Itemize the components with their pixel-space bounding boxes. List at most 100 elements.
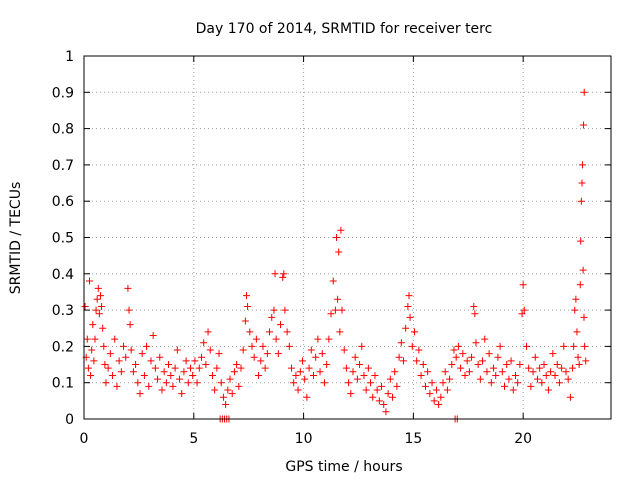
data-point — [248, 342, 256, 350]
data-point — [290, 379, 298, 387]
data-point — [334, 295, 342, 303]
data-point — [573, 328, 581, 336]
data-point — [490, 364, 498, 372]
data-point — [257, 357, 265, 365]
data-point — [579, 266, 587, 274]
data-point — [222, 400, 230, 408]
data-point — [496, 342, 504, 350]
data-point — [338, 306, 346, 314]
data-point — [571, 306, 579, 314]
y-tick-label: 0.7 — [52, 158, 74, 174]
data-point — [224, 386, 232, 394]
data-point — [353, 375, 361, 383]
data-point — [417, 371, 425, 379]
data-point — [533, 375, 541, 383]
data-point — [147, 357, 155, 365]
data-point — [327, 310, 335, 318]
data-point — [331, 306, 339, 314]
data-point — [582, 357, 590, 365]
data-point — [129, 368, 137, 376]
data-point — [335, 248, 343, 256]
data-point — [351, 353, 359, 361]
data-point — [197, 353, 205, 361]
data-point — [272, 335, 280, 343]
data-point — [393, 382, 401, 390]
data-point — [298, 357, 306, 365]
data-point — [270, 306, 278, 314]
data-point — [329, 277, 337, 285]
data-point — [228, 390, 236, 398]
plot-frame — [83, 55, 612, 420]
data-point — [189, 371, 197, 379]
data-point — [301, 375, 309, 383]
data-point — [215, 350, 223, 358]
data-point — [373, 386, 381, 394]
y-tick-label: 0 — [65, 412, 74, 428]
data-point — [360, 371, 368, 379]
data-point — [509, 386, 517, 394]
data-point — [511, 371, 519, 379]
data-point — [132, 361, 140, 369]
data-point — [176, 375, 184, 383]
data-point — [428, 379, 436, 387]
data-point — [386, 375, 394, 383]
data-point — [371, 371, 379, 379]
data-point — [279, 273, 287, 281]
data-point — [87, 371, 95, 379]
data-point — [323, 361, 331, 369]
data-point — [362, 386, 370, 394]
data-point — [162, 379, 170, 387]
data-point — [522, 342, 530, 350]
data-point — [200, 339, 208, 347]
data-point — [555, 379, 563, 387]
data-point — [356, 361, 364, 369]
y-tick-label: 0.8 — [52, 122, 74, 138]
data-point — [169, 382, 177, 390]
data-point — [217, 379, 225, 387]
data-point — [226, 375, 234, 383]
data-point — [242, 292, 250, 300]
data-point — [347, 390, 355, 398]
data-point — [90, 357, 98, 365]
data-point — [580, 313, 588, 321]
data-point — [233, 361, 241, 369]
data-point — [570, 342, 578, 350]
data-point — [84, 364, 92, 372]
data-point — [124, 284, 132, 292]
chart-title: Day 170 of 2014, SRMTID for receiver ter… — [196, 21, 493, 37]
data-point — [340, 346, 348, 354]
data-point — [378, 382, 386, 390]
data-point — [333, 234, 341, 241]
data-point — [572, 295, 580, 303]
data-point — [88, 346, 96, 354]
data-point — [115, 357, 123, 365]
data-point — [342, 364, 350, 372]
data-point — [109, 371, 117, 379]
data-point — [94, 284, 102, 292]
data-point — [241, 317, 249, 325]
data-point — [580, 88, 588, 96]
data-point — [274, 350, 282, 358]
data-point — [117, 368, 125, 376]
data-point — [404, 302, 412, 310]
data-point — [549, 350, 557, 358]
data-point — [102, 379, 110, 387]
data-point — [501, 382, 509, 390]
data-point — [551, 371, 559, 379]
data-point — [405, 292, 413, 300]
data-point — [81, 302, 89, 310]
data-point — [369, 393, 377, 401]
data-point — [465, 368, 473, 376]
data-point — [325, 335, 333, 343]
data-point — [419, 361, 427, 369]
data-point — [577, 197, 585, 205]
data-point — [364, 364, 372, 372]
data-point — [576, 281, 584, 289]
data-point — [472, 339, 480, 347]
data-point — [454, 342, 462, 350]
y-tick-label: 0.2 — [52, 339, 74, 355]
data-point — [569, 364, 577, 372]
data-point — [580, 121, 588, 129]
data-point — [397, 339, 405, 347]
